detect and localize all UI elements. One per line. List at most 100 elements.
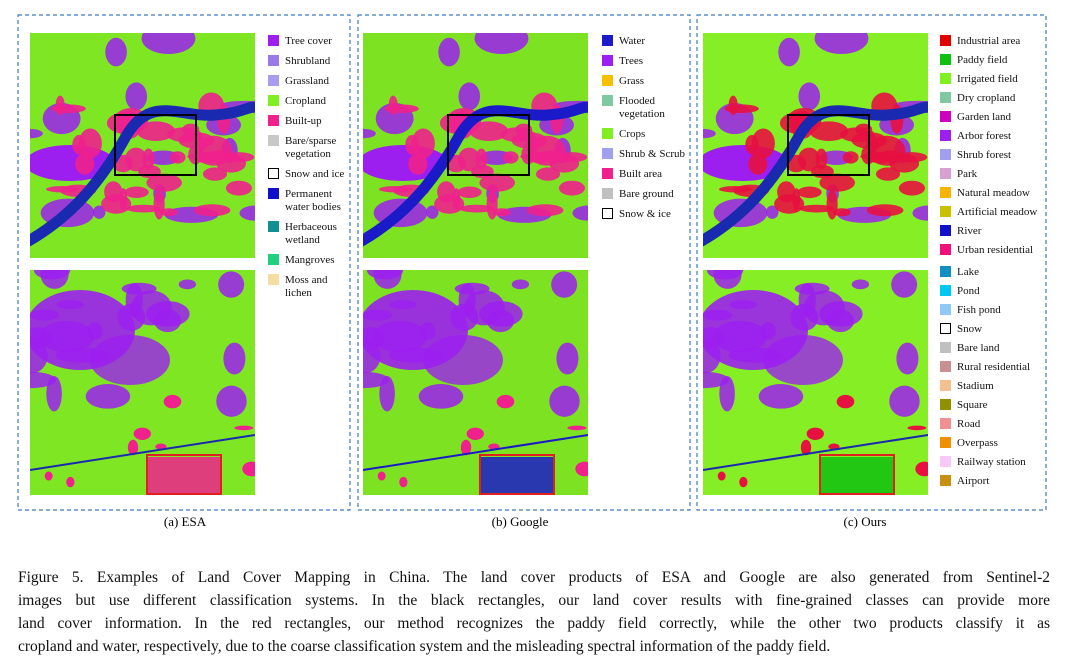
legend-item: Snow & ice	[602, 208, 691, 221]
legend-swatch	[940, 304, 951, 315]
legend-swatch	[940, 342, 951, 353]
map-urban	[915, 461, 928, 477]
map-patch	[798, 82, 821, 111]
map-urban	[492, 208, 511, 217]
map-urban	[78, 128, 102, 159]
map-urban	[182, 123, 200, 136]
legend-swatch	[268, 75, 279, 86]
legend-label: Built-up	[285, 115, 322, 127]
map-patch	[719, 375, 735, 412]
map-urban	[388, 95, 398, 115]
legend-item: Rural residential	[940, 361, 1052, 374]
legend-label: Park	[957, 168, 978, 180]
black-rectangle	[114, 114, 197, 176]
legend-label: Rural residential	[957, 361, 1031, 373]
legend-swatch	[940, 437, 951, 448]
map-urban	[558, 180, 585, 196]
map-patch	[814, 33, 869, 55]
map-urban	[567, 425, 587, 431]
map-urban	[377, 471, 386, 481]
map-urban	[466, 427, 484, 440]
map-patch	[458, 82, 481, 111]
map-urban	[828, 443, 840, 450]
map-patch	[794, 282, 830, 295]
legend-label: Flooded vegetation	[619, 95, 665, 120]
legend-swatch	[268, 95, 279, 106]
map-urban	[127, 439, 139, 456]
legend-swatch	[268, 55, 279, 66]
map-urban	[133, 427, 151, 440]
map-patch	[713, 270, 742, 289]
map-patch	[423, 335, 503, 385]
map-urban	[378, 186, 413, 193]
map-patch	[479, 301, 523, 327]
legend-swatch	[602, 148, 613, 159]
map-image	[30, 33, 255, 258]
map-urban	[797, 147, 821, 172]
legend-label: Herbaceous wetland	[285, 221, 337, 246]
legend-label: Snow & ice	[619, 208, 671, 220]
legend-label: Shrub forest	[957, 149, 1012, 161]
map-river	[30, 434, 255, 471]
map-patch	[454, 282, 490, 295]
legend-swatch	[940, 35, 951, 46]
legend-item: River	[940, 225, 1052, 238]
legend-label: Shrubland	[285, 55, 331, 67]
caption-line: cropland and water, respectively, due to…	[18, 638, 831, 655]
map-urban	[898, 180, 925, 196]
map-patch	[46, 375, 62, 412]
map-urban	[855, 123, 873, 136]
legend-swatch	[268, 115, 279, 126]
map-patch	[549, 385, 580, 417]
figure-caption: Figure 5. Examples of Land Cover Mapping…	[18, 566, 1050, 658]
legend-label: Natural meadow	[957, 187, 1030, 199]
map-patch	[438, 37, 460, 67]
map-urban	[832, 208, 851, 217]
map-patch	[239, 205, 255, 221]
legend-label: Road	[957, 418, 981, 430]
legend-item: Artificial meadow	[940, 206, 1052, 219]
legend-swatch	[602, 188, 613, 199]
panel-caption: (c) Ours	[843, 514, 887, 529]
legend-item: Snow	[940, 323, 1052, 336]
legend-swatch	[268, 168, 279, 179]
map-patch	[125, 82, 148, 111]
map-patch	[418, 384, 464, 409]
legend-swatch	[940, 266, 951, 277]
map-urban	[555, 152, 588, 163]
map-urban	[751, 128, 775, 159]
legend-swatch	[940, 168, 951, 179]
legend-label: Overpass	[957, 437, 998, 449]
legend-swatch	[940, 418, 951, 429]
panel-border	[696, 14, 1047, 511]
legend-label: Artificial meadow	[957, 206, 1038, 218]
map-urban	[44, 471, 53, 481]
map-urban	[799, 204, 835, 213]
map-patch	[105, 37, 127, 67]
legend-swatch	[940, 399, 951, 410]
map-patch	[889, 385, 920, 417]
map-patch	[178, 279, 197, 290]
legend-swatch	[940, 456, 951, 467]
map-urban	[526, 204, 564, 217]
map-urban	[124, 186, 149, 198]
map-patch	[363, 128, 376, 139]
map-patch	[223, 342, 246, 375]
legend-label: Lake	[957, 266, 979, 278]
legend-item: Road	[940, 418, 1052, 431]
legend-item: Garden land	[940, 111, 1052, 124]
map-urban	[242, 461, 255, 477]
legend-label: Urban residential	[957, 244, 1034, 256]
map-image	[363, 33, 588, 258]
map-urban	[45, 186, 80, 193]
map-patch	[766, 205, 779, 219]
legend-swatch	[940, 244, 951, 255]
legend-swatch	[940, 92, 951, 103]
map-patch	[426, 205, 439, 219]
map-urban	[225, 180, 252, 196]
map-urban	[739, 476, 748, 488]
legend-item: Irrigated field	[940, 73, 1052, 86]
black-rectangle	[787, 114, 870, 176]
map-urban	[575, 461, 588, 477]
caption-line: Figure 5. Examples of Land Cover Mapping…	[18, 569, 1050, 586]
